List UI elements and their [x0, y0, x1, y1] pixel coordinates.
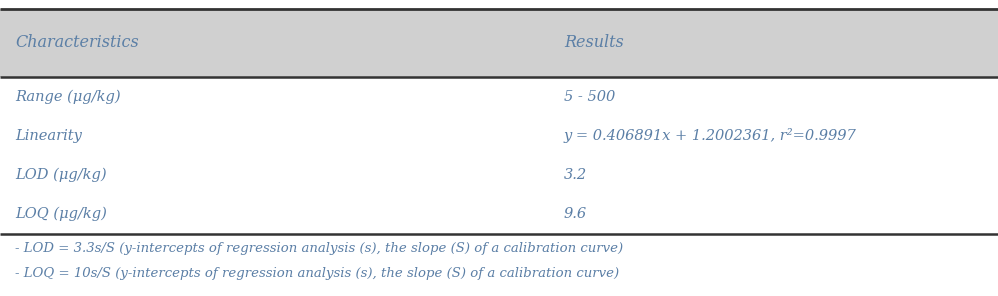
Text: LOQ (μg/kg): LOQ (μg/kg): [15, 207, 107, 221]
Text: - LOD = 3.3s/S (y-intercepts of regression analysis (s), the slope (S) of a cali: - LOD = 3.3s/S (y-intercepts of regressi…: [15, 242, 623, 255]
Text: Characteristics: Characteristics: [15, 34, 139, 52]
Bar: [0, 9, 998, 77]
Text: 3.2: 3.2: [564, 168, 587, 182]
Text: y = 0.406891x + 1.2002361, r²=0.9997: y = 0.406891x + 1.2002361, r²=0.9997: [564, 128, 856, 143]
Text: - LOQ = 10s/S (y-intercepts of regression analysis (s), the slope (S) of a calib: - LOQ = 10s/S (y-intercepts of regressio…: [15, 267, 619, 280]
Text: 5 - 500: 5 - 500: [564, 90, 615, 104]
Text: Range (μg/kg): Range (μg/kg): [15, 89, 121, 104]
Text: Linearity: Linearity: [15, 129, 82, 143]
Text: Results: Results: [564, 34, 624, 52]
Text: LOD (μg/kg): LOD (μg/kg): [15, 168, 107, 182]
Text: 9.6: 9.6: [564, 207, 587, 221]
